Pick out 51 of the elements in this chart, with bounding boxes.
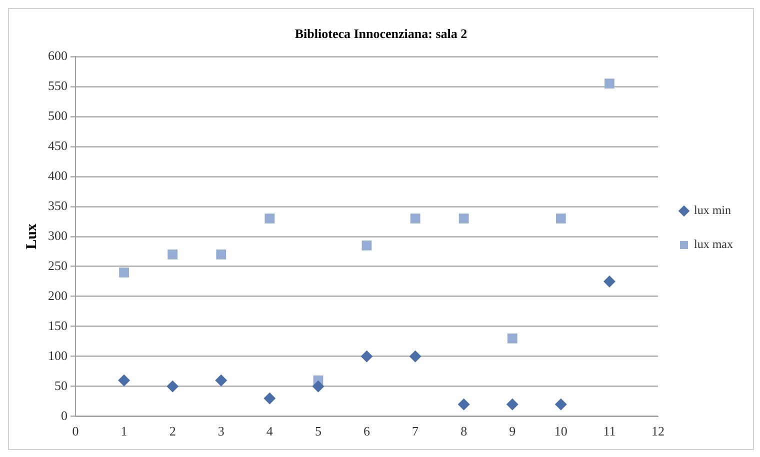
y-tick-label: 350	[48, 198, 68, 213]
point	[119, 268, 129, 278]
x-tick-label: 5	[314, 424, 322, 439]
y-tick-label: 300	[48, 228, 68, 243]
point	[360, 350, 373, 362]
x-tick-label: 0	[72, 424, 79, 439]
x-tick-label: 6	[364, 424, 371, 439]
y-axis-title: Lux	[24, 223, 40, 250]
y-tick-label: 250	[48, 258, 68, 273]
y-tick-label: 100	[48, 348, 68, 363]
y-tick-label: 400	[48, 168, 68, 183]
x-tick-label: 12	[652, 424, 665, 439]
legend-label: lux min	[694, 203, 732, 218]
y-tick-label: 200	[48, 288, 68, 303]
y-tick-label: 150	[48, 318, 68, 333]
point	[264, 214, 275, 224]
point	[166, 380, 179, 392]
point	[168, 250, 178, 260]
point	[312, 380, 324, 392]
point	[458, 214, 469, 224]
chart-title: Biblioteca Innocenziana: sala 2	[294, 26, 468, 42]
legend-label: lux max	[694, 237, 734, 252]
point	[554, 398, 567, 410]
point	[216, 250, 226, 260]
x-tick-label: 10	[554, 424, 568, 439]
point	[458, 398, 470, 410]
point	[118, 374, 130, 386]
point	[264, 392, 276, 404]
point	[362, 240, 372, 250]
y-tick-label: 450	[48, 138, 68, 153]
y-tick-label: 500	[48, 108, 68, 123]
x-tick-label: 9	[509, 424, 516, 439]
point	[409, 350, 422, 362]
point	[603, 275, 616, 288]
y-tick-label: 50	[54, 378, 68, 393]
x-tick-label: 7	[412, 424, 420, 439]
point	[410, 214, 420, 224]
point	[507, 333, 518, 344]
x-tick-label: 4	[266, 424, 274, 439]
point	[506, 398, 518, 410]
y-tick-label: 600	[48, 48, 68, 64]
point	[604, 78, 614, 89]
x-tick-label: 8	[460, 424, 468, 439]
y-tick-label: 550	[48, 78, 68, 94]
x-tick-label: 2	[169, 424, 176, 439]
point	[556, 214, 566, 224]
point	[215, 374, 228, 386]
x-tick-label: 3	[218, 424, 224, 439]
x-tick-label: 11	[603, 424, 616, 439]
y-tick-label: 0	[61, 408, 68, 423]
x-tick-label: 1	[120, 424, 128, 439]
